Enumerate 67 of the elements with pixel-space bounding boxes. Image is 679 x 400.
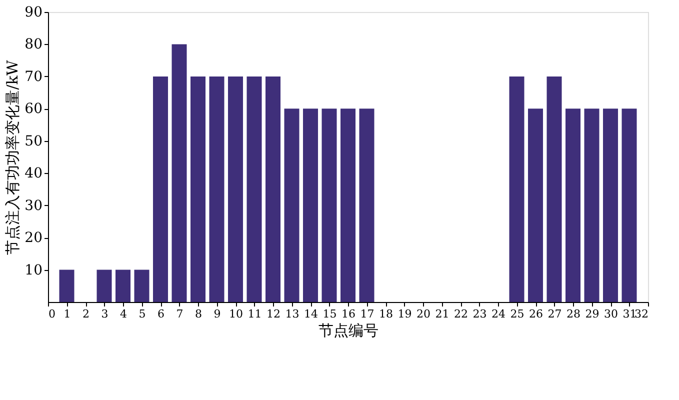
x-tick-label: 18 xyxy=(379,308,393,320)
bar xyxy=(340,108,356,302)
y-axis-title: 节点注入有功功率变化量/kW xyxy=(4,60,22,255)
x-tick-label: 31 xyxy=(622,308,637,320)
x-tick-label: 30 xyxy=(604,308,618,320)
y-tick-label: 80 xyxy=(24,36,42,53)
x-tick-label: 3 xyxy=(101,308,108,320)
y-tick-label: 20 xyxy=(24,230,42,246)
x-tick-label: 16 xyxy=(342,308,356,320)
x-tick-label: 21 xyxy=(435,308,450,320)
x-tick-label: 15 xyxy=(322,308,337,320)
x-tick-label: 4 xyxy=(120,308,127,320)
bar xyxy=(566,108,580,302)
bar xyxy=(246,76,262,302)
bar xyxy=(172,44,187,302)
x-tick-label: 24 xyxy=(492,308,506,320)
x-tick-label: 1 xyxy=(64,308,71,320)
x-tick-label: 14 xyxy=(304,308,318,320)
bar xyxy=(584,108,600,302)
x-tick-label: 29 xyxy=(585,308,600,320)
x-axis-title: 节点编号 xyxy=(318,322,378,340)
bar xyxy=(603,108,618,302)
bar xyxy=(153,76,168,302)
x-tick-label: 26 xyxy=(529,308,543,320)
bar xyxy=(266,76,280,302)
bar xyxy=(509,76,524,302)
x-tick-label: 19 xyxy=(398,308,412,320)
x-tick-label: 6 xyxy=(158,308,164,320)
x-tick-label: 22 xyxy=(454,308,468,320)
x-tick-label: 20 xyxy=(416,308,430,320)
y-tick-label: 10 xyxy=(24,262,42,278)
x-tick-label: 5 xyxy=(138,308,146,320)
bar xyxy=(134,270,150,302)
y-tick-label: 60 xyxy=(24,101,42,118)
y-tick-label: 90 xyxy=(24,4,42,20)
x-tick-label: 11 xyxy=(248,308,262,320)
x-tick-label: 0 xyxy=(48,308,56,320)
bar xyxy=(116,270,130,302)
x-tick-label: 9 xyxy=(214,308,221,320)
bar xyxy=(209,76,224,302)
bar xyxy=(528,108,543,302)
x-tick-label: 32 xyxy=(634,308,648,320)
bar xyxy=(322,108,337,302)
y-tick-label: 70 xyxy=(24,68,42,85)
bar xyxy=(59,270,74,302)
bar xyxy=(303,108,318,302)
bar xyxy=(359,108,374,302)
y-tick-label: 50 xyxy=(24,133,42,150)
y-tick-label: 40 xyxy=(24,166,42,182)
bar xyxy=(190,76,206,302)
x-tick-label: 8 xyxy=(195,308,202,320)
y-tick-label: 30 xyxy=(24,198,42,214)
x-tick-label: 2 xyxy=(82,308,90,320)
bar xyxy=(546,76,562,302)
x-tick-label: 12 xyxy=(266,308,280,320)
x-tick-label: 13 xyxy=(285,308,300,320)
x-tick-label: 27 xyxy=(548,308,562,320)
bar xyxy=(622,108,637,302)
x-tick-label: 23 xyxy=(472,308,487,320)
x-tick-label: 10 xyxy=(229,308,243,320)
bar xyxy=(284,108,300,302)
x-tick-label: 25 xyxy=(510,308,524,320)
x-tick-label: 28 xyxy=(566,308,580,320)
bar xyxy=(228,76,243,302)
x-tick-label: 7 xyxy=(176,308,184,320)
x-tick-label: 17 xyxy=(360,308,374,320)
bar xyxy=(96,270,112,302)
